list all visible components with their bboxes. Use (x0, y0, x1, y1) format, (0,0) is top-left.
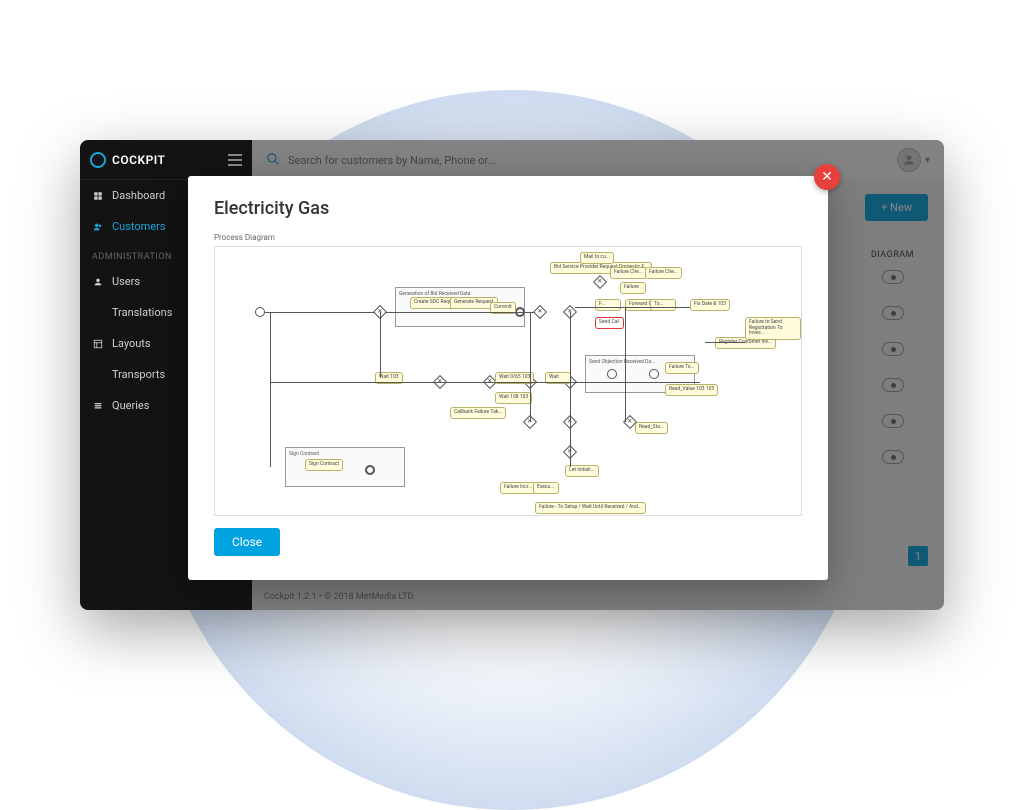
dashboard-icon (92, 191, 104, 201)
diagram-pool: Sign Contract (285, 447, 405, 487)
diagram-event (649, 369, 659, 379)
sidebar-item-label: Dashboard (112, 189, 165, 202)
customers-icon (92, 222, 104, 232)
menu-toggle-icon[interactable] (228, 154, 242, 166)
modal-title: Electricity Gas (214, 198, 802, 219)
app-name: COCKPIT (112, 153, 165, 167)
diagram-task: Fix Date & 103 (690, 299, 730, 311)
diagram-task: Failure Incr... (500, 482, 536, 494)
diagram-task: Send Cal- (595, 317, 624, 329)
modal: ✕ Electricity Gas Process Diagram Genera… (188, 176, 828, 580)
layout-icon (92, 339, 104, 349)
diagram-task: F... (595, 299, 621, 311)
queries-icon (92, 401, 104, 411)
diagram-edge (625, 307, 626, 422)
sidebar-item-label: Users (112, 275, 140, 288)
diagram-edge (705, 342, 745, 343)
user-icon (92, 277, 104, 287)
diagram-edge (265, 312, 375, 313)
diagram-gateway (533, 305, 547, 319)
diagram-task: Read_Sta... (635, 422, 668, 434)
sidebar-item-label: Translations (112, 306, 172, 319)
diagram-task: Wait 108 103 (495, 392, 532, 404)
blank-icon (92, 308, 104, 318)
diagram-event (255, 307, 265, 317)
diagram-task: Read_Value 103 103 (665, 384, 718, 396)
diagram-task: Sign Contract (305, 459, 343, 471)
close-button[interactable]: Close (214, 528, 280, 556)
diagram-edge (380, 312, 381, 377)
diagram-subtitle: Process Diagram (214, 233, 802, 242)
sidebar-item-label: Customers (112, 220, 166, 233)
diagram-event (365, 465, 375, 475)
diagram-edge (440, 382, 525, 383)
diagram-task: Failure To... (665, 362, 699, 374)
blank-icon (92, 370, 104, 380)
close-icon[interactable]: ✕ (814, 164, 840, 190)
diagram-edge (570, 312, 571, 467)
diagram-event (607, 369, 617, 379)
diagram-edge (270, 312, 271, 467)
sidebar-item-label: Layouts (112, 337, 151, 350)
diagram-task: Failure Che... (645, 267, 682, 279)
diagram-edge (385, 312, 535, 313)
diagram-task: Failure (620, 282, 646, 294)
diagram-task: Execu... (533, 482, 559, 494)
diagram-task: Callback Failure Tak... (450, 407, 506, 419)
diagram-gateway (593, 275, 607, 289)
process-diagram: Generation of Bid Received DataSign Cont… (214, 246, 802, 516)
diagram-edge (530, 312, 531, 422)
logo-icon (90, 152, 106, 168)
diagram-task: Mail to cu... (580, 252, 614, 264)
diagram-edge (575, 307, 690, 308)
sidebar-item-label: Transports (112, 368, 165, 381)
diagram-task: Failure - To Setup / Wait Until Received… (535, 502, 646, 514)
diagram-task: Failure to Send Registration To Inves... (745, 317, 801, 340)
logo-row: COCKPIT (80, 140, 252, 180)
sidebar-item-label: Queries (112, 399, 149, 412)
diagram-task: To... (650, 299, 676, 311)
diagram-task: Failure Che... (610, 267, 647, 279)
